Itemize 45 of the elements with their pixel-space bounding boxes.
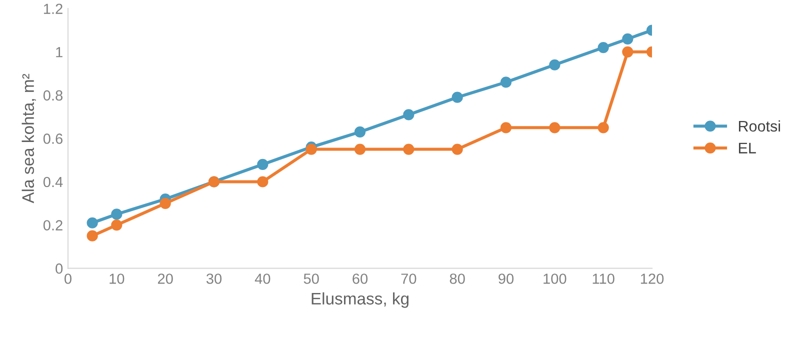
point <box>549 59 560 70</box>
point <box>111 208 122 220</box>
point <box>86 230 98 242</box>
point <box>622 33 634 44</box>
point <box>500 76 512 88</box>
x-tick-label: 0 <box>64 274 72 284</box>
x-tick-label: 10 <box>110 274 124 284</box>
point <box>354 144 366 155</box>
y-tick-label: 0.2 <box>43 220 62 230</box>
x-tick-label: 20 <box>158 274 173 284</box>
point <box>257 176 268 188</box>
x-tick-label: 40 <box>254 274 270 284</box>
y-tick-label: 0.6 <box>43 134 62 144</box>
point <box>549 122 560 134</box>
point <box>598 122 609 134</box>
point <box>452 144 463 155</box>
point <box>160 198 171 209</box>
x-tick-label: 60 <box>352 274 368 284</box>
point <box>403 109 414 120</box>
y-tick-label: 1 <box>56 47 62 58</box>
x-axis-title: Elusmass, kg <box>312 292 408 308</box>
x-tick-label: 50 <box>304 274 319 284</box>
y-tick-label: 1.2 <box>44 4 62 14</box>
y-tick-label: 0.8 <box>43 90 63 101</box>
y-tick-label: 0.4 <box>43 176 63 188</box>
x-tick-label: 70 <box>401 274 416 284</box>
x-tick-label: 110 <box>592 274 614 284</box>
legend-label: EL <box>738 142 756 154</box>
x-tick-label: 80 <box>450 274 465 284</box>
x-tick-label: 120 <box>640 274 664 284</box>
x-tick-label: 30 <box>206 274 222 284</box>
point <box>500 122 512 134</box>
point <box>452 92 463 103</box>
y-tick-label: 0 <box>56 263 63 274</box>
x-tick-label: 100 <box>544 274 566 284</box>
y-axis-title: Ala sea kohta, m² <box>22 74 36 204</box>
point <box>403 144 414 155</box>
point <box>598 42 609 54</box>
point <box>622 46 634 58</box>
point <box>257 158 268 170</box>
x-tick-label: 90 <box>498 274 514 284</box>
point <box>111 219 122 231</box>
point <box>86 217 98 228</box>
point <box>354 126 366 138</box>
legend-label: Rootsi <box>738 120 780 132</box>
